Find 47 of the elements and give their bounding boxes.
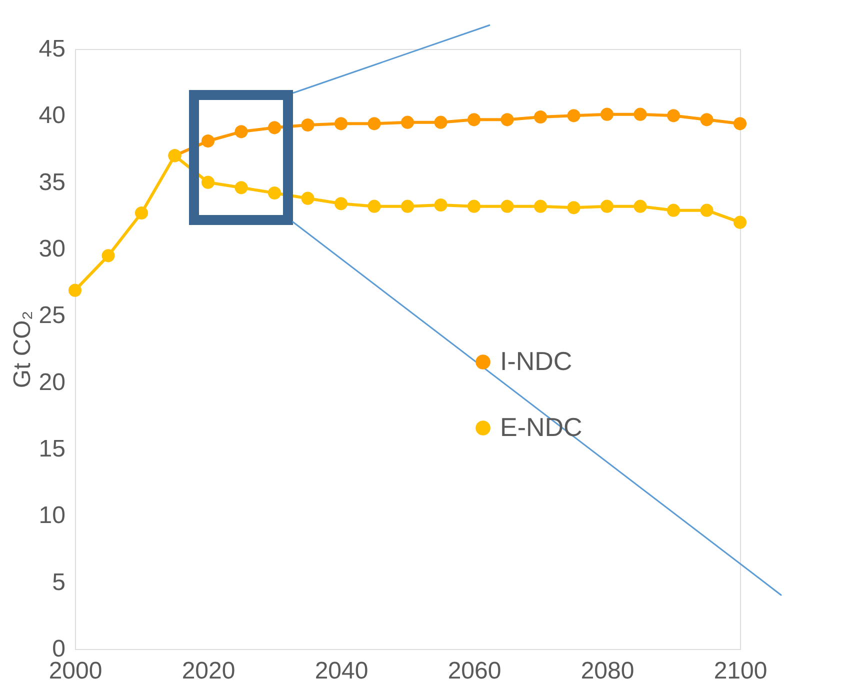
- legend-label: I-NDC: [500, 346, 572, 376]
- point: [368, 117, 381, 130]
- point: [500, 113, 514, 126]
- y-tick-label: 5: [52, 568, 66, 596]
- point: [467, 113, 481, 126]
- y-tick-label: 20: [38, 368, 66, 396]
- point: [334, 197, 348, 210]
- point: [733, 117, 747, 130]
- point: [400, 200, 414, 213]
- y-axis-title: Gt CO₂: [8, 310, 36, 388]
- x-tick-label: 2040: [314, 658, 368, 684]
- point: [634, 200, 647, 213]
- y-tick-label: 35: [38, 168, 66, 196]
- point: [567, 201, 580, 214]
- point: [368, 200, 381, 213]
- y-tick-label: 45: [38, 36, 66, 62]
- point: [534, 110, 548, 124]
- y-tick-label: 10: [38, 502, 66, 530]
- point: [301, 118, 314, 132]
- point: [400, 116, 414, 129]
- x-tick-label: 2080: [580, 658, 634, 684]
- y-tick-label: 30: [38, 236, 66, 262]
- point: [68, 284, 82, 297]
- point: [700, 113, 714, 126]
- x-tick-label: 2060: [448, 658, 502, 684]
- y-tick-label: 25: [38, 302, 66, 330]
- point: [700, 204, 714, 217]
- y-tick-label: 40: [38, 102, 66, 130]
- point: [600, 200, 614, 213]
- point: [634, 108, 647, 121]
- point: [134, 206, 148, 220]
- point: [733, 216, 747, 229]
- point: [534, 200, 548, 213]
- point: [102, 249, 115, 262]
- point: [666, 109, 680, 122]
- point: [567, 109, 580, 122]
- point: [334, 117, 348, 130]
- point: [500, 200, 514, 213]
- point: [467, 200, 481, 213]
- point: [301, 192, 314, 205]
- point: [434, 116, 448, 129]
- point: [666, 204, 680, 217]
- y-tick-label: 15: [38, 436, 66, 462]
- point: [600, 108, 614, 121]
- point: [434, 198, 448, 212]
- x-tick-label: 2100: [714, 658, 768, 684]
- x-tick-label: 2020: [182, 658, 236, 684]
